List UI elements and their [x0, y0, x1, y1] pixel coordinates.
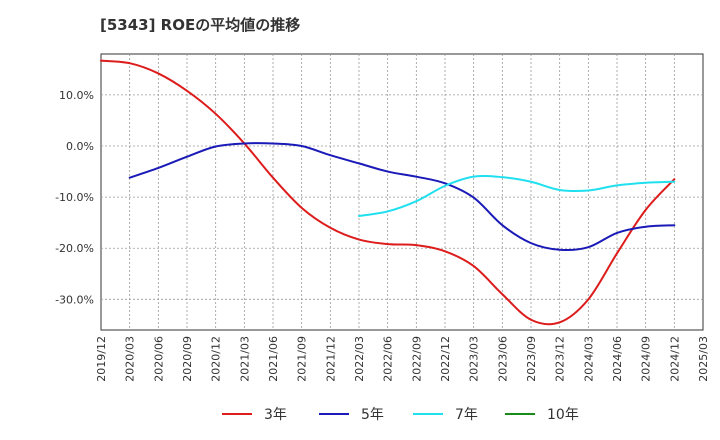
x-tick-label: 2024/09 — [640, 336, 653, 382]
x-tick-label: 2022/09 — [410, 336, 423, 382]
x-tick-label: 2020/09 — [181, 336, 194, 382]
chart-title: [5343] ROEの平均値の推移 — [100, 16, 301, 34]
x-tick-label: 2021/03 — [238, 336, 251, 382]
x-tick-label: 2024/12 — [668, 336, 681, 382]
plot-area — [100, 53, 704, 331]
x-tick-label: 2020/03 — [124, 336, 137, 382]
legend-label-series-3yr: 3年 — [264, 407, 287, 423]
x-tick-label: 2023/06 — [496, 336, 509, 382]
x-tick-label: 2020/06 — [152, 336, 165, 382]
y-tick-label: 10.0% — [59, 89, 94, 102]
x-tick-label: 2023/03 — [468, 336, 481, 382]
series-7yr-line — [358, 174, 676, 218]
x-tick-label: 2022/06 — [382, 336, 395, 382]
x-tick-label: 2025/03 — [697, 336, 710, 382]
x-tick-label: 2021/12 — [324, 336, 337, 382]
x-tick-label: 2019/12 — [95, 336, 108, 382]
legend-label-series-10yr: 10年 — [547, 407, 579, 423]
y-tick-label: -20.0% — [55, 242, 94, 255]
y-tick-label: 0.0% — [66, 140, 94, 153]
y-tick-label: -10.0% — [55, 191, 94, 204]
x-tick-label: 2020/12 — [210, 336, 223, 382]
series-3yr-line — [100, 59, 676, 326]
x-tick-label: 2021/09 — [296, 336, 309, 382]
x-tick-label: 2022/12 — [439, 336, 452, 382]
x-tick-label: 2024/06 — [611, 336, 624, 382]
x-tick-label: 2023/12 — [554, 336, 567, 382]
legend-label-series-7yr: 7年 — [455, 407, 478, 423]
y-tick-label: -30.0% — [55, 293, 94, 306]
series-5yr-line — [128, 142, 676, 252]
x-tick-label: 2024/03 — [582, 336, 595, 382]
x-tick-label: 2021/06 — [267, 336, 280, 382]
x-tick-label: 2022/03 — [353, 336, 366, 382]
x-tick-label: 2023/09 — [525, 336, 538, 382]
legend-label-series-5yr: 5年 — [361, 407, 384, 423]
